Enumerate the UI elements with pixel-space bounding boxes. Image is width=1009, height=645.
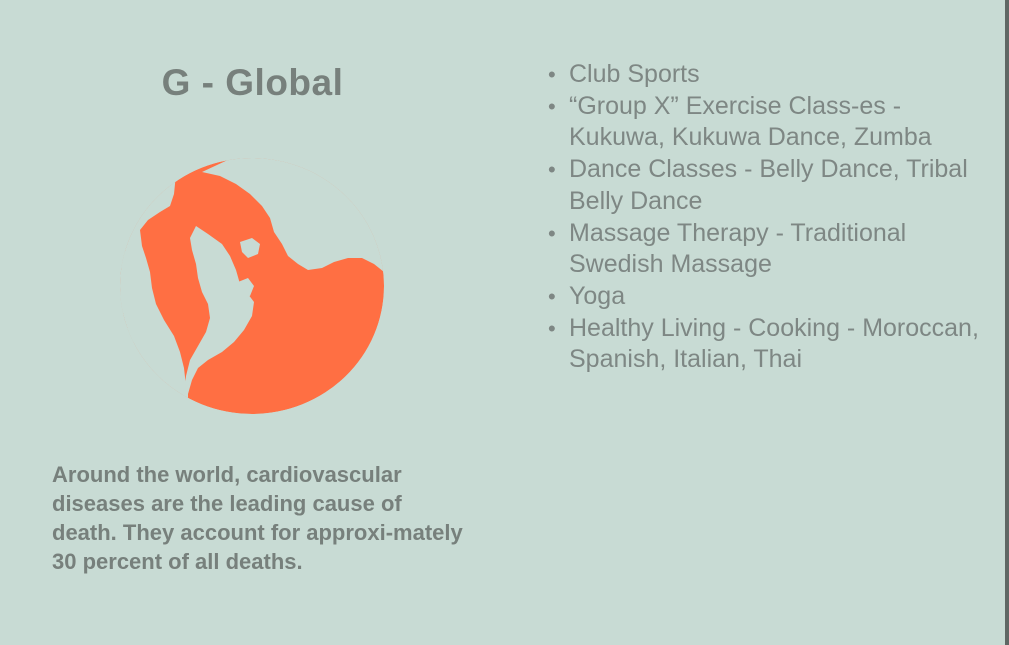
list-item: Healthy Living - Cooking - Moroccan, Spa… [548,313,988,376]
list-item: Club Sports [548,59,988,91]
fact-paragraph: Around the world, cardiovascular disease… [52,462,463,574]
list-item: “Group X” Exercise Class-es - Kukuwa, Ku… [548,91,988,154]
list-item: Dance Classes - Belly Dance, Tribal Bell… [548,154,988,217]
page-edge [1005,0,1009,645]
section-title: G - Global [161,62,344,103]
globe-icon [120,158,384,414]
list-item: Yoga [548,281,988,313]
list-item: Massage Therapy - Traditional Swedish Ma… [548,218,988,281]
activity-list: Club Sports “Group X” Exercise Class-es … [548,59,988,376]
